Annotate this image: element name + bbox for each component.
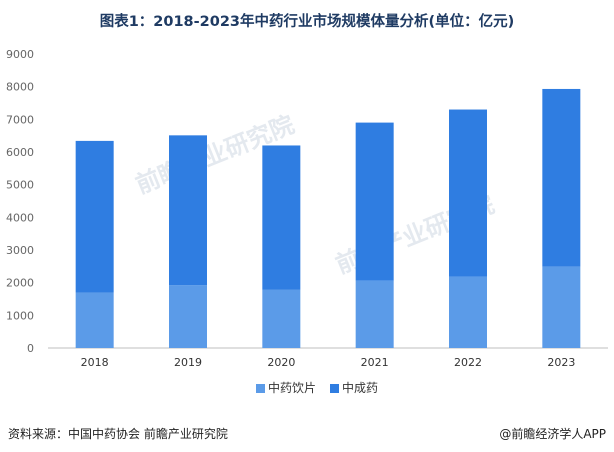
y-tick-label: 2000 [6, 277, 34, 290]
y-tick-label: 7000 [6, 113, 34, 126]
legend: 中药饮片 中成药 [256, 380, 378, 395]
x-tick-label: 2021 [361, 356, 389, 369]
x-axis: 2018 2019 2020 2021 2022 2023 [81, 356, 576, 369]
bar-series2-2023 [542, 88, 581, 267]
bar-series1-2022 [449, 276, 487, 348]
bar-series2-2020 [262, 145, 301, 290]
bar-series1-2023 [542, 266, 581, 348]
bar-series2-2018 [75, 140, 114, 293]
bar-series1-2020 [262, 289, 301, 348]
stacked-bar-chart: 0 1000 2000 3000 4000 5000 6000 7000 8000 9000 20… [6, 48, 608, 395]
y-tick-label: 5000 [6, 179, 34, 192]
brand-credit: @前瞻经济学人APP [499, 427, 606, 441]
bar-series1-2019 [169, 285, 207, 348]
y-tick-label: 0 [27, 342, 34, 355]
x-tick-label: 2019 [174, 356, 202, 369]
y-tick-label: 3000 [6, 244, 34, 257]
bars [75, 88, 581, 348]
legend-label: 中成药 [342, 380, 378, 395]
bar-series1-2018 [75, 292, 114, 348]
y-axis: 0 1000 2000 3000 4000 5000 6000 7000 8000 9000 [6, 48, 608, 355]
legend-swatch [256, 384, 265, 393]
y-tick-label: 9000 [6, 48, 34, 61]
y-tick-label: 8000 [6, 81, 34, 94]
bar-series2-2019 [169, 135, 207, 286]
chart-title: 图表1：2018-2023年中药行业市场规模体量分析(单位：亿元) [99, 14, 515, 30]
y-tick-label: 6000 [6, 146, 34, 159]
y-tick-label: 4000 [6, 211, 34, 224]
bar-series2-2021 [355, 122, 394, 281]
x-tick-label: 2022 [454, 356, 482, 369]
source-note: 资料来源：中国中药协会 前瞻产业研究院 [8, 427, 228, 441]
legend-swatch [330, 384, 339, 393]
bar-series2-2022 [449, 109, 487, 277]
y-tick-label: 1000 [6, 309, 34, 322]
bar-series1-2021 [355, 280, 394, 348]
x-tick-label: 2020 [267, 356, 295, 369]
x-tick-label: 2018 [81, 356, 109, 369]
legend-label: 中药饮片 [268, 380, 316, 395]
x-tick-label: 2023 [547, 356, 575, 369]
